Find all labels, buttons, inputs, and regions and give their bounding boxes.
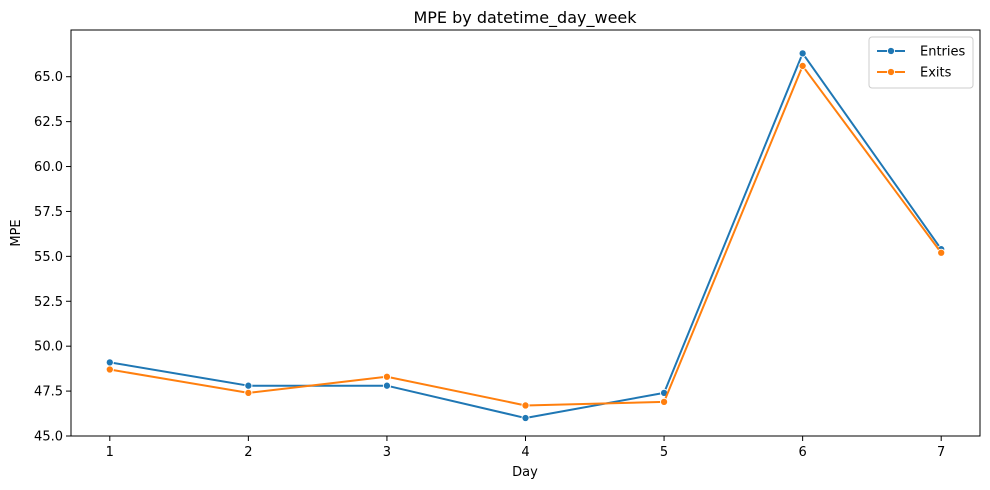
data-point-exits — [244, 388, 253, 397]
x-tick-label: 2 — [244, 445, 252, 460]
y-tick-label: 60.0 — [34, 160, 63, 175]
data-point-entries — [244, 381, 253, 390]
x-tick-label: 6 — [798, 445, 806, 460]
data-point-exits — [798, 61, 807, 70]
y-tick-label: 45.0 — [34, 430, 63, 445]
data-point-entries — [382, 381, 391, 390]
x-axis-label: Day — [512, 465, 538, 480]
data-point-exits — [660, 397, 669, 406]
y-tick-label: 47.5 — [34, 385, 63, 400]
legend-label-entries: Entries — [920, 45, 966, 60]
x-tick-label: 3 — [383, 445, 391, 460]
legend-box — [868, 36, 974, 89]
x-tick-label: 1 — [106, 445, 114, 460]
legend-marker-exits — [886, 67, 896, 77]
data-point-entries — [105, 358, 114, 367]
chart-title: MPE by datetime_day_week — [413, 8, 637, 28]
y-tick-label: 52.5 — [34, 295, 63, 310]
legend-label-exits: Exits — [920, 66, 952, 81]
data-point-exits — [105, 365, 114, 374]
data-point-exits — [521, 401, 530, 410]
data-point-exits — [382, 372, 391, 381]
legend: Entries Exits — [868, 36, 974, 89]
x-tick-label: 5 — [660, 445, 668, 460]
y-tick-label: 65.0 — [34, 70, 63, 85]
data-point-exits — [937, 248, 946, 257]
series-line-entries — [109, 52, 943, 420]
x-tick-label: 4 — [521, 445, 529, 460]
y-axis: 45.0 47.5 50.0 52.5 55.0 57.5 60.0 62.5 65.0 — [34, 70, 71, 445]
data-point-entries — [521, 413, 530, 423]
series-line-exits — [109, 64, 943, 407]
y-tick-label: 62.5 — [34, 115, 63, 130]
y-tick-label: 55.0 — [34, 250, 63, 265]
y-tick-label: 57.5 — [34, 205, 63, 220]
y-tick-label: 50.0 — [34, 340, 63, 355]
y-axis-label: MPE — [9, 219, 24, 246]
legend-marker-entries — [886, 46, 896, 56]
plot-area — [105, 49, 946, 423]
data-point-entries — [798, 49, 807, 58]
plot-frame — [70, 29, 981, 437]
x-tick-label: 7 — [937, 445, 945, 460]
x-axis: 1 2 3 4 5 6 7 — [106, 436, 945, 460]
